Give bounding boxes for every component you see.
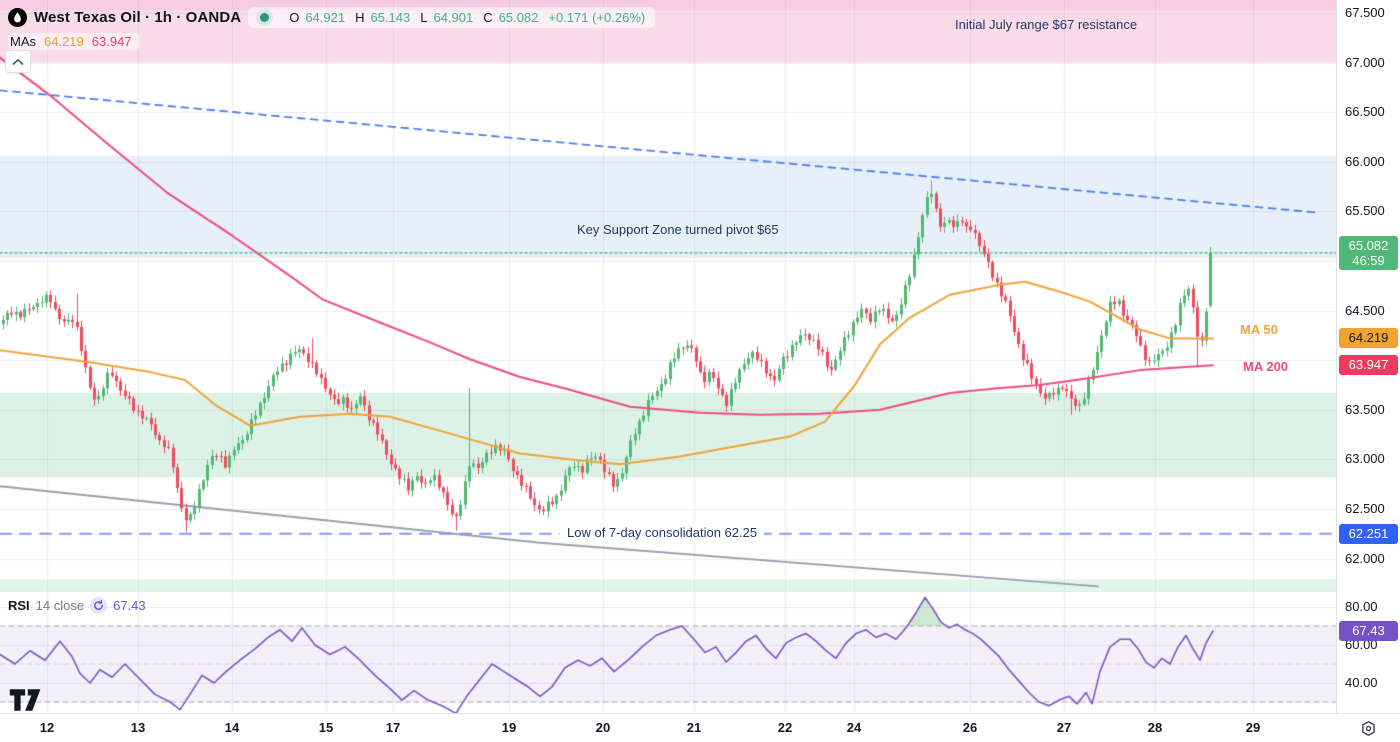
price-scale-label: 66.500 <box>1345 104 1385 120</box>
time-axis-label: 21 <box>686 720 702 735</box>
time-axis-label: 13 <box>130 720 146 735</box>
ma200-line-label[interactable]: MA 200 <box>1243 359 1289 374</box>
price-scale-border <box>1336 0 1337 742</box>
rsi-scale-label: 80.00 <box>1345 599 1378 614</box>
time-axis-label: 17 <box>385 720 401 735</box>
low-label: L <box>420 9 428 25</box>
oil-symbol-icon <box>8 7 27 27</box>
rsi-params: 14 close <box>35 598 85 613</box>
time-axis-label: 20 <box>595 720 611 735</box>
close-value: 65.082 <box>498 9 539 25</box>
open-label: O <box>289 9 300 25</box>
rsi-value-badge: 67.43 <box>1339 620 1398 641</box>
price-scale-label: 65.500 <box>1345 203 1385 219</box>
time-axis-label: 28 <box>1147 720 1163 735</box>
rsi-pane-canvas[interactable] <box>0 592 1337 713</box>
time-axis-label: 15 <box>318 720 334 735</box>
change-value: +0.171 (+0.26%) <box>548 9 646 25</box>
tradingview-logo[interactable] <box>8 686 44 719</box>
mas-label[interactable]: MAs <box>10 33 36 49</box>
time-axis-label: 14 <box>224 720 240 735</box>
time-axis-label: 24 <box>846 720 862 735</box>
close-label: C <box>483 9 493 25</box>
rsi-refresh-icon <box>90 597 108 614</box>
pane-separator[interactable] <box>0 591 1337 592</box>
price-scale-label: 67.000 <box>1345 54 1385 70</box>
annotation-resistance[interactable]: Initial July range $67 resistance <box>955 17 1138 32</box>
current-price-value: 65.082 <box>1348 237 1389 253</box>
rsi-scale-label: 40.00 <box>1345 675 1378 690</box>
time-axis-label: 19 <box>501 720 517 735</box>
high-label: H <box>355 9 365 25</box>
time-axis-label: 12 <box>39 720 55 735</box>
current-price-badge: 65.082 46:59 <box>1339 235 1398 270</box>
time-axis-label: 27 <box>1056 720 1072 735</box>
time-axis-label: 26 <box>962 720 978 735</box>
rsi-indicator-legend: RSI 14 close 67.43 <box>8 596 146 615</box>
price-scale-label: 66.000 <box>1345 153 1385 169</box>
price-scale-label: 64.500 <box>1345 302 1385 318</box>
ma50-line-label[interactable]: MA 50 <box>1240 322 1278 337</box>
mas-readout: MAs 64.219 63.947 <box>8 32 140 50</box>
time-axis-label: 22 <box>777 720 793 735</box>
price-scale-label: 63.000 <box>1345 451 1385 467</box>
rsi-title[interactable]: RSI <box>8 598 30 613</box>
annotation-pivot-zone[interactable]: Key Support Zone turned pivot $65 <box>577 222 779 237</box>
ma50-value: 64.219 <box>44 33 84 49</box>
legend-collapse-button[interactable] <box>5 50 31 73</box>
ma50-price-badge: 64.219 <box>1339 328 1398 349</box>
time-axis-label: 29 <box>1245 720 1261 735</box>
symbol-legend: West Texas Oil · 1h · OANDA O 64.921 H 65.… <box>8 5 656 51</box>
annotation-consolidation-low[interactable]: Low of 7-day consolidation 62.25 <box>560 524 765 541</box>
rsi-current-value: 67.43 <box>113 598 146 613</box>
main-chart-canvas[interactable] <box>0 0 1337 591</box>
symbol-title[interactable]: West Texas Oil · 1h · OANDA <box>34 8 242 26</box>
ohlc-readout: O 64.921 H 65.143 L 64.901 C 65.082 +0.171 (… <box>248 6 656 28</box>
price-scale-label: 62.500 <box>1345 501 1385 516</box>
price-scale-label: 67.500 <box>1345 5 1385 20</box>
bar-countdown: 46:59 <box>1352 252 1385 268</box>
market-status-icon[interactable] <box>256 8 274 26</box>
axis-corner <box>1337 714 1400 742</box>
open-value: 64.921 <box>305 9 346 25</box>
ma200-value: 63.947 <box>91 33 132 49</box>
chart-settings-icon[interactable] <box>1360 720 1377 737</box>
ma200-price-badge: 63.947 <box>1339 355 1398 376</box>
high-value: 65.143 <box>370 9 411 25</box>
chevron-up-icon <box>12 58 24 65</box>
level-price-badge: 62.251 <box>1339 523 1398 544</box>
price-scale[interactable]: 65.082 46:59 64.219 63.947 62.251 67.43 … <box>1337 0 1400 713</box>
price-scale-label: 62.000 <box>1345 550 1385 566</box>
time-axis[interactable]: 12 13 14 15 17 19 20 21 22 24 26 27 28 29 <box>0 714 1337 742</box>
time-axis-border <box>0 713 1400 714</box>
price-scale-label: 63.500 <box>1345 401 1385 417</box>
low-value: 64.901 <box>433 9 474 25</box>
